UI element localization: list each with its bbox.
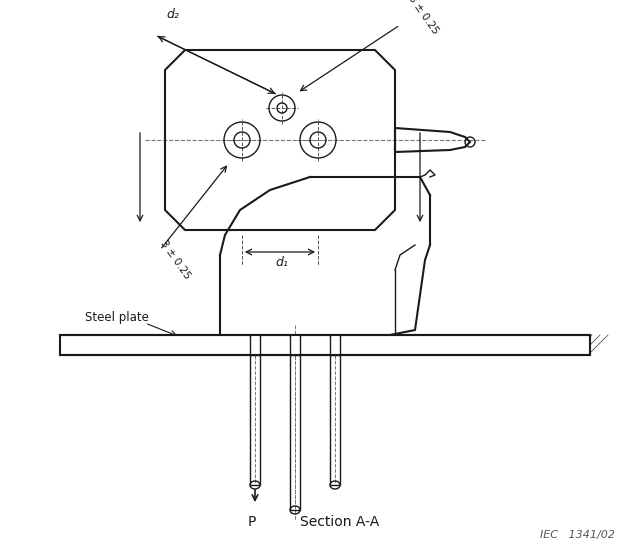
Bar	[249, 334, 261, 356]
Text: 3 ± 0.25: 3 ± 0.25	[406, 0, 440, 36]
Text: d₂: d₂	[167, 8, 179, 22]
Text: IEC   1341/02: IEC 1341/02	[540, 530, 615, 540]
Bar	[60, 335, 590, 355]
Text: d₁: d₁	[276, 255, 288, 269]
Text: P: P	[248, 515, 256, 529]
Bar	[329, 334, 341, 356]
Text: Steel plate: Steel plate	[85, 311, 149, 325]
Text: Section A-A: Section A-A	[300, 515, 380, 529]
Bar	[289, 334, 301, 356]
Bar	[250, 355, 260, 485]
Bar	[290, 355, 300, 510]
Text: 3 ± 0.25: 3 ± 0.25	[158, 239, 192, 281]
Bar	[330, 355, 340, 485]
